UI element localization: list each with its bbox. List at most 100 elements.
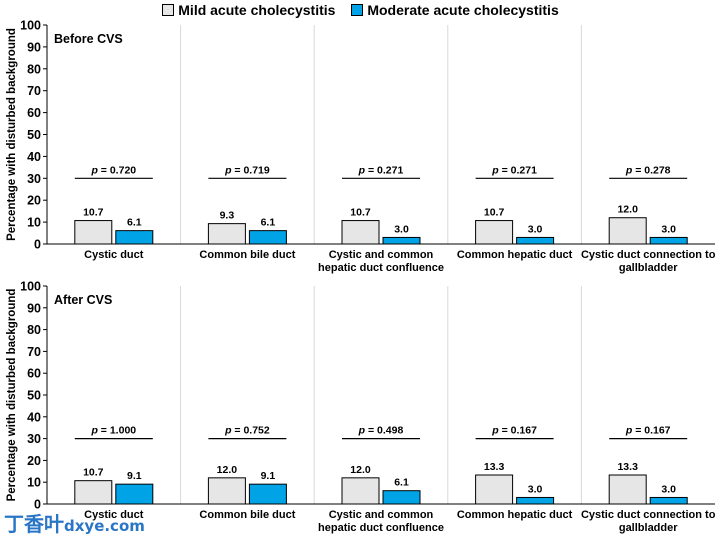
x-category-label: gallbladder bbox=[619, 522, 678, 534]
p-value-label: p = 1.000 bbox=[90, 425, 136, 437]
watermark-domain: dxye.com bbox=[64, 517, 145, 535]
p-value-label: p = 0.167 bbox=[625, 425, 671, 437]
plot-area bbox=[47, 286, 715, 504]
y-tick-label: 70 bbox=[27, 345, 41, 359]
watermark-chinese: 丁香叶 bbox=[4, 512, 64, 536]
bar-moderate bbox=[248, 483, 287, 505]
y-tick-label: 10 bbox=[27, 216, 41, 230]
x-category-label: hepatic duct confluence bbox=[318, 262, 444, 274]
p-value-label: p = 0.498 bbox=[358, 425, 404, 437]
bar-mild bbox=[608, 217, 647, 245]
bar-data-label: 12.0 bbox=[617, 204, 638, 216]
category-group: 12.0 6.1 p = 0.498 Cystic and commonhepatic… bbox=[318, 425, 444, 534]
bar-data-label: 3.0 bbox=[394, 223, 409, 235]
x-category-label: gallbladder bbox=[619, 262, 678, 274]
y-tick-label: 0 bbox=[34, 238, 41, 252]
y-tick-label: 90 bbox=[27, 40, 41, 54]
bar-moderate bbox=[382, 236, 421, 245]
legend: Mild acute cholecystitis Moderate acute … bbox=[0, 2, 721, 18]
p-value-label: p = 0.720 bbox=[90, 164, 136, 176]
bar-moderate bbox=[382, 490, 421, 505]
p-value-label: p = 0.167 bbox=[491, 425, 537, 437]
bar-data-label: 13.3 bbox=[484, 461, 505, 473]
bar-data-label: 6.1 bbox=[127, 217, 142, 229]
p-value-label: p = 0.278 bbox=[625, 164, 671, 176]
x-category-label: Cystic duct bbox=[84, 249, 144, 261]
y-axis-label: Percentage with disturbed background bbox=[6, 28, 18, 241]
y-tick-label: 80 bbox=[27, 323, 41, 337]
bar-mild bbox=[74, 220, 113, 245]
x-category-label: Common bile duct bbox=[199, 509, 295, 521]
legend-item-mild: Mild acute cholecystitis bbox=[162, 2, 335, 18]
bar-moderate bbox=[115, 230, 154, 245]
y-tick-label: 0 bbox=[34, 498, 41, 512]
y-tick-label: 60 bbox=[27, 367, 41, 381]
x-category-label: Common hepatic duct bbox=[457, 249, 573, 261]
x-category-label: Cystic duct connection to bbox=[581, 249, 716, 261]
bar-data-label: 12.0 bbox=[350, 464, 371, 476]
legend-label-moderate: Moderate acute cholecystitis bbox=[367, 2, 559, 18]
bar-data-label: 12.0 bbox=[217, 464, 238, 476]
bar-data-label: 10.7 bbox=[484, 207, 505, 219]
p-value-label: p = 0.271 bbox=[491, 164, 537, 176]
bar-data-label: 6.1 bbox=[394, 477, 409, 489]
y-tick-label: 10 bbox=[27, 476, 41, 490]
x-category-label: Common bile duct bbox=[199, 249, 295, 261]
x-category-label: Common hepatic duct bbox=[457, 509, 573, 521]
y-tick-label: 50 bbox=[27, 389, 41, 403]
bar-data-label: 3.0 bbox=[661, 223, 676, 235]
category-group: 12.0 3.0 p = 0.278 Cystic duct connection t… bbox=[581, 164, 716, 274]
plot-area bbox=[47, 25, 715, 244]
bar-data-label: 10.7 bbox=[83, 467, 104, 479]
y-tick-label: 90 bbox=[27, 301, 41, 315]
category-group: 10.7 6.1 p = 0.720 Cystic duct bbox=[74, 164, 154, 261]
bar-data-label: 9.3 bbox=[220, 210, 235, 222]
bar-moderate bbox=[516, 236, 555, 245]
legend-swatch-moderate bbox=[351, 4, 364, 16]
category-group: 10.7 3.0 p = 0.271 Common hepatic duct bbox=[457, 164, 573, 261]
y-tick-label: 20 bbox=[27, 194, 41, 208]
x-category-label: Cystic and common bbox=[329, 509, 434, 521]
bar-data-label: 10.7 bbox=[350, 207, 371, 219]
bar-moderate bbox=[248, 230, 287, 245]
x-category-label: hepatic duct confluence bbox=[318, 522, 444, 534]
bar-data-label: 3.0 bbox=[528, 223, 543, 235]
y-tick-label: 100 bbox=[20, 19, 41, 33]
bar-mild bbox=[475, 220, 514, 245]
category-group: 10.7 9.1 p = 1.000 Cystic duct bbox=[74, 425, 154, 521]
legend-swatch-mild bbox=[162, 4, 175, 16]
bar-moderate bbox=[115, 483, 154, 505]
category-group: 13.3 3.0 p = 0.167 Common hepatic duct bbox=[457, 425, 573, 521]
y-tick-label: 70 bbox=[27, 84, 41, 98]
p-value-label: p = 0.719 bbox=[224, 164, 270, 176]
x-category-label: Cystic duct bbox=[84, 509, 144, 521]
bar-mild bbox=[341, 477, 380, 505]
bar-mild bbox=[207, 477, 246, 505]
bar-moderate bbox=[649, 236, 688, 245]
bar-mild bbox=[341, 220, 380, 245]
x-category-label: Cystic duct connection to bbox=[581, 509, 716, 521]
bar-mild bbox=[207, 223, 246, 245]
bar-mild bbox=[475, 474, 514, 505]
category-group: 10.7 3.0 p = 0.271 Cystic and commonhepatic… bbox=[318, 164, 444, 274]
y-tick-label: 50 bbox=[27, 128, 41, 142]
category-group: 12.0 9.1 p = 0.752 Common bile duct bbox=[199, 425, 295, 521]
y-tick-label: 40 bbox=[27, 150, 41, 164]
bar-mild bbox=[74, 480, 113, 505]
y-tick-label: 80 bbox=[27, 62, 41, 76]
p-value-label: p = 0.271 bbox=[358, 164, 404, 176]
watermark-logo: 丁香叶dxye.com bbox=[4, 508, 145, 537]
y-tick-label: 100 bbox=[20, 280, 41, 294]
legend-item-moderate: Moderate acute cholecystitis bbox=[351, 2, 559, 18]
bar-data-label: 3.0 bbox=[528, 483, 543, 495]
bar-data-label: 10.7 bbox=[83, 207, 104, 219]
bar-data-label: 9.1 bbox=[261, 470, 276, 482]
bar-moderate bbox=[649, 496, 688, 505]
category-group: 9.3 6.1 p = 0.719 Common bile duct bbox=[199, 164, 295, 261]
legend-label-mild: Mild acute cholecystitis bbox=[178, 2, 336, 18]
panel-title: After CVS bbox=[54, 293, 112, 307]
